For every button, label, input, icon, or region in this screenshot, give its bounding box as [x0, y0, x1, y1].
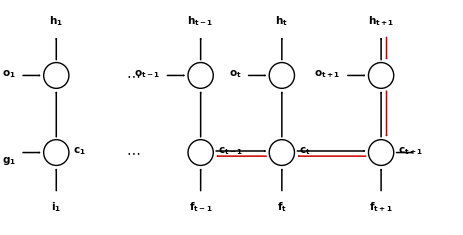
Text: $\mathbf{o_{t+1}}$: $\mathbf{o_{t+1}}$: [314, 68, 340, 80]
Text: $\mathbf{c_{t-1}}$: $\mathbf{c_{t-1}}$: [218, 145, 243, 157]
Ellipse shape: [369, 140, 394, 165]
Text: $\mathbf{c_t}$: $\mathbf{c_t}$: [299, 145, 311, 157]
Ellipse shape: [369, 63, 394, 88]
Text: $\mathbf{h_1}$: $\mathbf{h_1}$: [49, 14, 63, 27]
Text: $\mathbf{f_{t-1}}$: $\mathbf{f_{t-1}}$: [189, 200, 213, 214]
Text: $\mathbf{o_t}$: $\mathbf{o_t}$: [229, 68, 241, 80]
Text: $\mathbf{f_t}$: $\mathbf{f_t}$: [277, 200, 287, 214]
Text: $\mathbf{g_1}$: $\mathbf{g_1}$: [1, 155, 16, 167]
Text: $\mathbf{h_t}$: $\mathbf{h_t}$: [275, 14, 288, 27]
Text: $\mathbf{f_{t+1}}$: $\mathbf{f_{t+1}}$: [369, 200, 393, 214]
Text: $\mathbf{h_{t+1}}$: $\mathbf{h_{t+1}}$: [368, 14, 394, 27]
Ellipse shape: [188, 140, 213, 165]
Text: $\mathbf{h_{t-1}}$: $\mathbf{h_{t-1}}$: [188, 14, 214, 27]
Ellipse shape: [269, 140, 294, 165]
Text: $\mathbf{c_1}$: $\mathbf{c_1}$: [74, 145, 86, 157]
Text: $\mathbf{o_1}$: $\mathbf{o_1}$: [2, 68, 16, 80]
Text: $\mathbf{i_1}$: $\mathbf{i_1}$: [51, 200, 62, 214]
Ellipse shape: [44, 140, 69, 165]
Ellipse shape: [269, 63, 294, 88]
Text: $\cdots$: $\cdots$: [126, 68, 140, 82]
Text: $\mathbf{c_{t+1}}$: $\mathbf{c_{t+1}}$: [398, 145, 424, 157]
Text: $\cdots$: $\cdots$: [126, 145, 140, 160]
Text: $\mathbf{o_{t-1}}$: $\mathbf{o_{t-1}}$: [134, 68, 160, 80]
Ellipse shape: [188, 63, 213, 88]
Ellipse shape: [44, 63, 69, 88]
